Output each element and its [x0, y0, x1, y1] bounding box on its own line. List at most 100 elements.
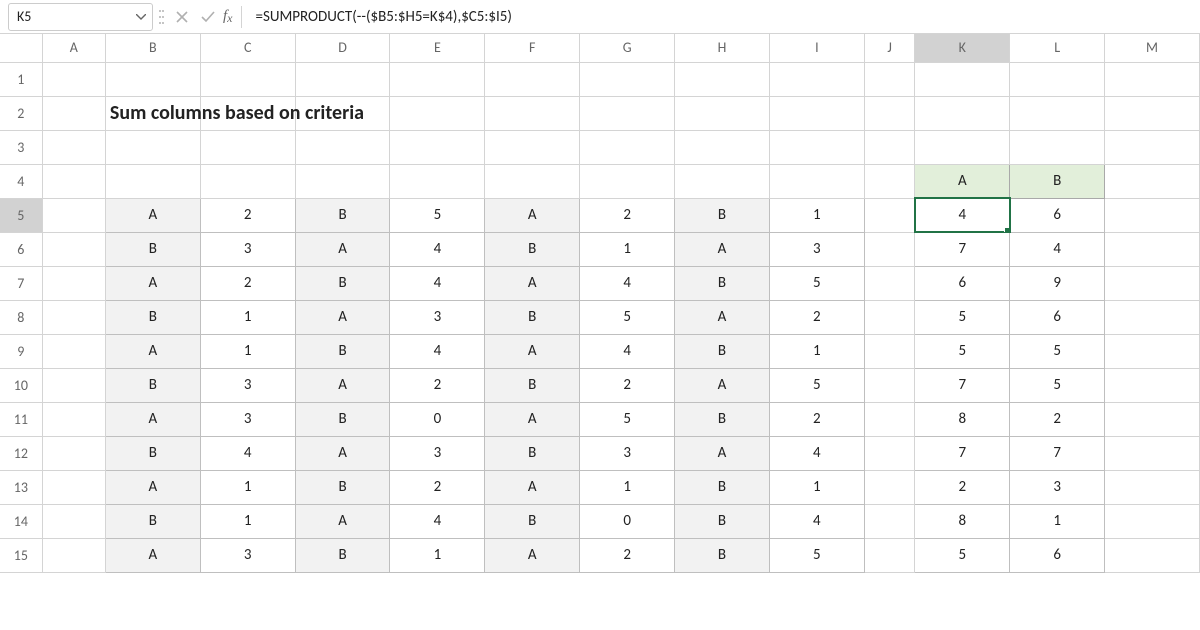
cell-I4[interactable] — [769, 164, 864, 198]
cell-L4[interactable]: B — [1010, 164, 1105, 198]
cell-K15[interactable]: 5 — [915, 538, 1010, 572]
cell-H3[interactable] — [675, 130, 770, 164]
cell-I10[interactable]: 5 — [769, 368, 864, 402]
cell-L6[interactable]: 4 — [1010, 232, 1105, 266]
cell-L7[interactable]: 9 — [1010, 266, 1105, 300]
cell-D7[interactable]: B — [295, 266, 390, 300]
cell-K14[interactable]: 8 — [915, 504, 1010, 538]
cell-D3[interactable] — [295, 130, 390, 164]
select-all-corner[interactable] — [0, 34, 42, 62]
row-header-15[interactable]: 15 — [0, 538, 42, 572]
cell-F8[interactable]: B — [485, 300, 580, 334]
cell-K10[interactable]: 7 — [915, 368, 1010, 402]
cell-D9[interactable]: B — [295, 334, 390, 368]
cell-C13[interactable]: 1 — [200, 470, 295, 504]
cell-E4[interactable] — [390, 164, 485, 198]
cell-K3[interactable] — [915, 130, 1010, 164]
cell-A7[interactable] — [42, 266, 105, 300]
cell-K1[interactable] — [915, 62, 1010, 96]
cell-K13[interactable]: 2 — [915, 470, 1010, 504]
name-box[interactable]: K5 — [8, 3, 153, 31]
cell-A5[interactable] — [42, 198, 105, 232]
cell-M6[interactable] — [1105, 232, 1200, 266]
cell-M14[interactable] — [1105, 504, 1200, 538]
cell-G3[interactable] — [580, 130, 675, 164]
cell-H1[interactable] — [675, 62, 770, 96]
name-box-dropdown-icon[interactable] — [130, 10, 152, 23]
cell-E8[interactable]: 3 — [390, 300, 485, 334]
cell-L1[interactable] — [1010, 62, 1105, 96]
cell-B4[interactable] — [105, 164, 200, 198]
row-header-4[interactable]: 4 — [0, 164, 42, 198]
cell-E9[interactable]: 4 — [390, 334, 485, 368]
cell-G8[interactable]: 5 — [580, 300, 675, 334]
cell-E5[interactable]: 5 — [390, 198, 485, 232]
cell-M4[interactable] — [1105, 164, 1200, 198]
cell-F4[interactable] — [485, 164, 580, 198]
cell-F10[interactable]: B — [485, 368, 580, 402]
cell-A13[interactable] — [42, 470, 105, 504]
row-header-5[interactable]: 5 — [0, 198, 42, 232]
cell-J8[interactable] — [864, 300, 915, 334]
cell-D11[interactable]: B — [295, 402, 390, 436]
spreadsheet-grid[interactable]: A B C D E F G H I J K L M 12Sum columns … — [0, 34, 1200, 573]
cell-M11[interactable] — [1105, 402, 1200, 436]
cell-B5[interactable]: A — [105, 198, 200, 232]
cell-M15[interactable] — [1105, 538, 1200, 572]
cell-I3[interactable] — [769, 130, 864, 164]
cell-M9[interactable] — [1105, 334, 1200, 368]
cell-I2[interactable] — [769, 96, 864, 130]
col-header-D[interactable]: D — [295, 34, 390, 62]
cell-J4[interactable] — [864, 164, 915, 198]
cell-G11[interactable]: 5 — [580, 402, 675, 436]
cell-E6[interactable]: 4 — [390, 232, 485, 266]
cell-H8[interactable]: A — [675, 300, 770, 334]
cell-A8[interactable] — [42, 300, 105, 334]
row-header-3[interactable]: 3 — [0, 130, 42, 164]
cell-E10[interactable]: 2 — [390, 368, 485, 402]
cell-F1[interactable] — [485, 62, 580, 96]
cell-B11[interactable]: A — [105, 402, 200, 436]
cell-H11[interactable]: B — [675, 402, 770, 436]
cell-L2[interactable] — [1010, 96, 1105, 130]
cell-D15[interactable]: B — [295, 538, 390, 572]
cell-G2[interactable] — [580, 96, 675, 130]
cell-B12[interactable]: B — [105, 436, 200, 470]
col-header-I[interactable]: I — [769, 34, 864, 62]
row-header-14[interactable]: 14 — [0, 504, 42, 538]
cell-D8[interactable]: A — [295, 300, 390, 334]
cell-A10[interactable] — [42, 368, 105, 402]
cell-H9[interactable]: B — [675, 334, 770, 368]
cell-H6[interactable]: A — [675, 232, 770, 266]
cell-C10[interactable]: 3 — [200, 368, 295, 402]
cell-B2[interactable]: Sum columns based on criteria — [105, 96, 200, 130]
cell-L11[interactable]: 2 — [1010, 402, 1105, 436]
cell-M8[interactable] — [1105, 300, 1200, 334]
cell-J11[interactable] — [864, 402, 915, 436]
cell-B14[interactable]: B — [105, 504, 200, 538]
col-header-C[interactable]: C — [200, 34, 295, 62]
cell-H12[interactable]: A — [675, 436, 770, 470]
cell-J1[interactable] — [864, 62, 915, 96]
cell-M3[interactable] — [1105, 130, 1200, 164]
cell-H5[interactable]: B — [675, 198, 770, 232]
cell-F15[interactable]: A — [485, 538, 580, 572]
cell-I15[interactable]: 5 — [769, 538, 864, 572]
cell-F11[interactable]: A — [485, 402, 580, 436]
cell-L5[interactable]: 6 — [1010, 198, 1105, 232]
cell-A4[interactable] — [42, 164, 105, 198]
cell-E12[interactable]: 3 — [390, 436, 485, 470]
cell-C9[interactable]: 1 — [200, 334, 295, 368]
cell-G9[interactable]: 4 — [580, 334, 675, 368]
cell-G13[interactable]: 1 — [580, 470, 675, 504]
cell-E1[interactable] — [390, 62, 485, 96]
cell-K7[interactable]: 6 — [915, 266, 1010, 300]
cell-H13[interactable]: B — [675, 470, 770, 504]
cell-M7[interactable] — [1105, 266, 1200, 300]
cell-F5[interactable]: A — [485, 198, 580, 232]
cell-K8[interactable]: 5 — [915, 300, 1010, 334]
cell-L15[interactable]: 6 — [1010, 538, 1105, 572]
cell-B6[interactable]: B — [105, 232, 200, 266]
cell-C4[interactable] — [200, 164, 295, 198]
cell-C5[interactable]: 2 — [200, 198, 295, 232]
